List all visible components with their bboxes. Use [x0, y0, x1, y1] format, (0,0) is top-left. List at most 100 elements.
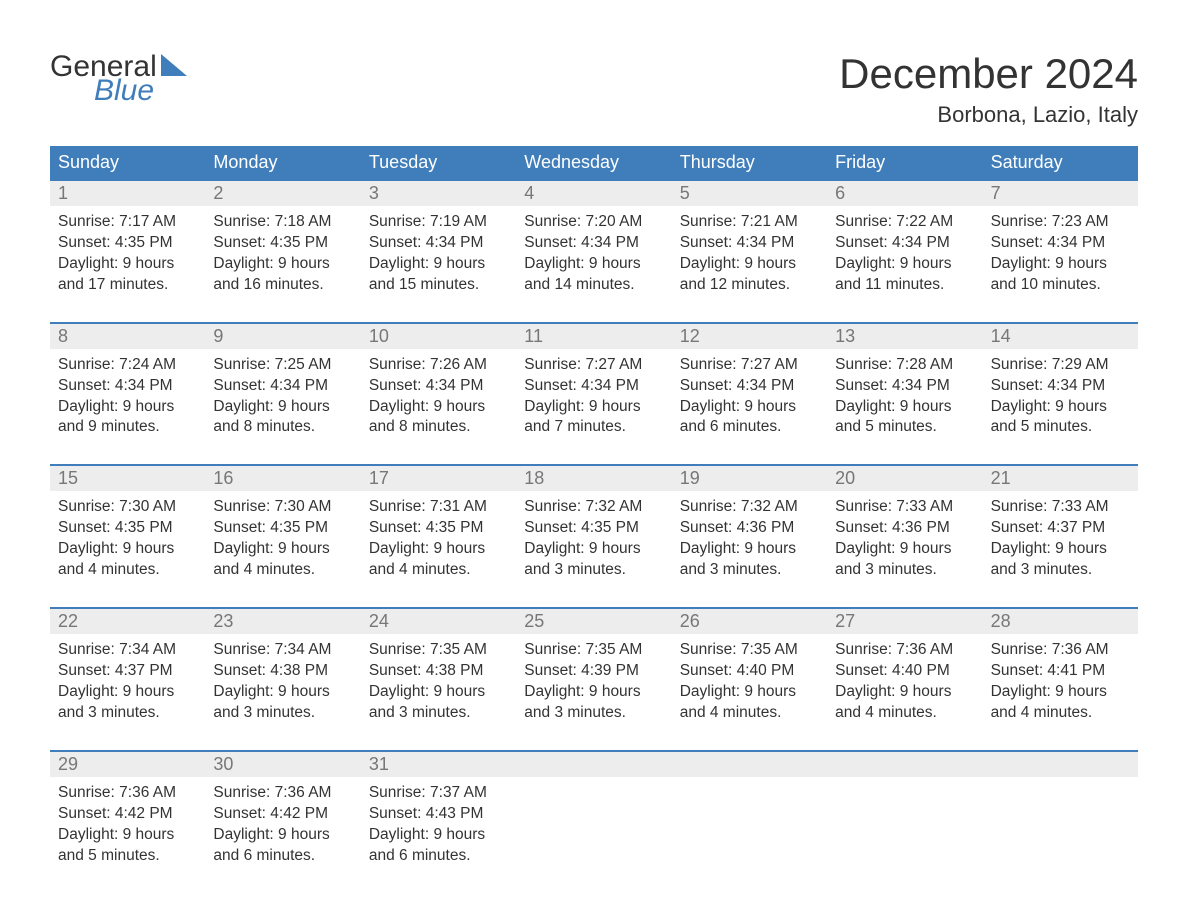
day-daylight2: and 14 minutes.: [524, 275, 663, 296]
day-cell: Sunrise: 7:29 AMSunset: 4:34 PMDaylight:…: [983, 349, 1138, 443]
day-cell: Sunrise: 7:36 AMSunset: 4:42 PMDaylight:…: [205, 777, 360, 871]
day-cell: Sunrise: 7:35 AMSunset: 4:38 PMDaylight:…: [361, 634, 516, 728]
day-cell: Sunrise: 7:30 AMSunset: 4:35 PMDaylight:…: [50, 491, 205, 585]
day-sunrise: Sunrise: 7:35 AM: [524, 640, 663, 661]
day-cell: Sunrise: 7:35 AMSunset: 4:39 PMDaylight:…: [516, 634, 671, 728]
day-sunrise: Sunrise: 7:22 AM: [835, 212, 974, 233]
day-sunset: Sunset: 4:34 PM: [369, 376, 508, 397]
day-cell: Sunrise: 7:32 AMSunset: 4:35 PMDaylight:…: [516, 491, 671, 585]
day-daylight2: and 4 minutes.: [369, 560, 508, 581]
day-number: 4: [516, 181, 671, 206]
day-daylight2: and 3 minutes.: [524, 703, 663, 724]
day-header: Sunday: [50, 146, 205, 179]
day-sunset: Sunset: 4:35 PM: [524, 518, 663, 539]
day-sunrise: Sunrise: 7:26 AM: [369, 355, 508, 376]
day-sunrise: Sunrise: 7:23 AM: [991, 212, 1130, 233]
calendar-week: 22232425262728Sunrise: 7:34 AMSunset: 4:…: [50, 607, 1138, 728]
day-number: 12: [672, 324, 827, 349]
day-daylight2: and 10 minutes.: [991, 275, 1130, 296]
day-cell: [516, 777, 671, 871]
day-sunset: Sunset: 4:39 PM: [524, 661, 663, 682]
day-sunrise: Sunrise: 7:33 AM: [991, 497, 1130, 518]
day-sunrise: Sunrise: 7:35 AM: [369, 640, 508, 661]
day-cell: Sunrise: 7:34 AMSunset: 4:37 PMDaylight:…: [50, 634, 205, 728]
day-number: 20: [827, 466, 982, 491]
day-cell: Sunrise: 7:20 AMSunset: 4:34 PMDaylight:…: [516, 206, 671, 300]
day-daylight2: and 3 minutes.: [524, 560, 663, 581]
day-sunset: Sunset: 4:41 PM: [991, 661, 1130, 682]
day-cell: Sunrise: 7:22 AMSunset: 4:34 PMDaylight:…: [827, 206, 982, 300]
day-daylight2: and 6 minutes.: [369, 846, 508, 867]
day-cell: Sunrise: 7:24 AMSunset: 4:34 PMDaylight:…: [50, 349, 205, 443]
day-cell: Sunrise: 7:25 AMSunset: 4:34 PMDaylight:…: [205, 349, 360, 443]
day-daylight1: Daylight: 9 hours: [680, 397, 819, 418]
logo-text-blue: Blue: [94, 74, 154, 108]
day-daylight2: and 17 minutes.: [58, 275, 197, 296]
header-region: General Blue December 2024 Borbona, Lazi…: [50, 50, 1138, 128]
day-number: 15: [50, 466, 205, 491]
day-daylight1: Daylight: 9 hours: [680, 682, 819, 703]
day-daylight1: Daylight: 9 hours: [213, 682, 352, 703]
day-daylight2: and 3 minutes.: [680, 560, 819, 581]
day-daylight2: and 4 minutes.: [991, 703, 1130, 724]
day-daylight2: and 3 minutes.: [835, 560, 974, 581]
day-header: Thursday: [672, 146, 827, 179]
day-daylight1: Daylight: 9 hours: [213, 539, 352, 560]
day-number: 19: [672, 466, 827, 491]
day-sunrise: Sunrise: 7:36 AM: [58, 783, 197, 804]
day-daylight1: Daylight: 9 hours: [58, 397, 197, 418]
day-daylight1: Daylight: 9 hours: [524, 397, 663, 418]
day-daylight1: Daylight: 9 hours: [213, 397, 352, 418]
day-daylight1: Daylight: 9 hours: [369, 825, 508, 846]
day-sunrise: Sunrise: 7:36 AM: [213, 783, 352, 804]
day-cell: Sunrise: 7:27 AMSunset: 4:34 PMDaylight:…: [672, 349, 827, 443]
day-number: 27: [827, 609, 982, 634]
day-cell: Sunrise: 7:17 AMSunset: 4:35 PMDaylight:…: [50, 206, 205, 300]
day-daylight2: and 7 minutes.: [524, 417, 663, 438]
day-number: 30: [205, 752, 360, 777]
day-header: Monday: [205, 146, 360, 179]
day-number: 26: [672, 609, 827, 634]
day-cell: [827, 777, 982, 871]
calendar-week: 891011121314Sunrise: 7:24 AMSunset: 4:34…: [50, 322, 1138, 443]
day-sunset: Sunset: 4:35 PM: [369, 518, 508, 539]
day-daylight2: and 5 minutes.: [835, 417, 974, 438]
day-sunrise: Sunrise: 7:30 AM: [213, 497, 352, 518]
day-cell: Sunrise: 7:36 AMSunset: 4:40 PMDaylight:…: [827, 634, 982, 728]
day-number: 7: [983, 181, 1138, 206]
calendar-header-row: Sunday Monday Tuesday Wednesday Thursday…: [50, 146, 1138, 179]
day-sunrise: Sunrise: 7:19 AM: [369, 212, 508, 233]
day-daylight1: Daylight: 9 hours: [369, 682, 508, 703]
day-daylight2: and 3 minutes.: [58, 703, 197, 724]
day-number: 22: [50, 609, 205, 634]
logo: General Blue: [50, 50, 187, 108]
day-cell: Sunrise: 7:26 AMSunset: 4:34 PMDaylight:…: [361, 349, 516, 443]
day-cell: Sunrise: 7:19 AMSunset: 4:34 PMDaylight:…: [361, 206, 516, 300]
day-sunset: Sunset: 4:38 PM: [369, 661, 508, 682]
day-cell: Sunrise: 7:35 AMSunset: 4:40 PMDaylight:…: [672, 634, 827, 728]
day-daylight2: and 6 minutes.: [213, 846, 352, 867]
day-daylight1: Daylight: 9 hours: [58, 682, 197, 703]
day-cell: Sunrise: 7:33 AMSunset: 4:37 PMDaylight:…: [983, 491, 1138, 585]
day-daylight2: and 4 minutes.: [58, 560, 197, 581]
day-sunset: Sunset: 4:35 PM: [213, 518, 352, 539]
day-sunset: Sunset: 4:42 PM: [58, 804, 197, 825]
day-cell: Sunrise: 7:31 AMSunset: 4:35 PMDaylight:…: [361, 491, 516, 585]
day-sunrise: Sunrise: 7:24 AM: [58, 355, 197, 376]
day-sunset: Sunset: 4:34 PM: [991, 233, 1130, 254]
day-sunset: Sunset: 4:34 PM: [524, 376, 663, 397]
day-daylight2: and 4 minutes.: [680, 703, 819, 724]
day-sunset: Sunset: 4:36 PM: [680, 518, 819, 539]
day-cell: Sunrise: 7:30 AMSunset: 4:35 PMDaylight:…: [205, 491, 360, 585]
day-sunset: Sunset: 4:35 PM: [213, 233, 352, 254]
day-cell: Sunrise: 7:37 AMSunset: 4:43 PMDaylight:…: [361, 777, 516, 871]
day-daylight1: Daylight: 9 hours: [835, 254, 974, 275]
day-number: 14: [983, 324, 1138, 349]
day-daylight1: Daylight: 9 hours: [991, 682, 1130, 703]
daynum-row: 1234567: [50, 181, 1138, 206]
day-daylight2: and 3 minutes.: [213, 703, 352, 724]
day-daylight1: Daylight: 9 hours: [213, 825, 352, 846]
day-number: 17: [361, 466, 516, 491]
day-daylight2: and 5 minutes.: [991, 417, 1130, 438]
day-daylight1: Daylight: 9 hours: [58, 254, 197, 275]
